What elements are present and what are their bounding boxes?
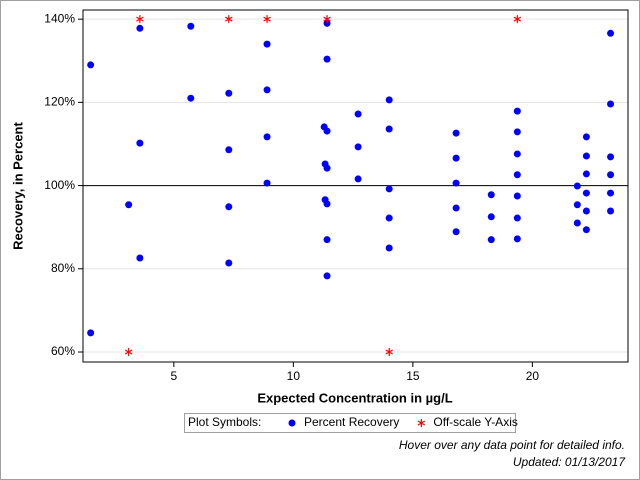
point [187, 22, 195, 30]
star-marker [136, 15, 144, 24]
point [513, 150, 521, 158]
point [263, 40, 271, 48]
point [225, 203, 233, 211]
point [573, 201, 581, 209]
point [452, 129, 460, 137]
point [354, 175, 362, 183]
legend-box [184, 413, 516, 433]
point [607, 189, 615, 197]
star-marker [385, 348, 393, 357]
point [323, 236, 331, 244]
star-marker [263, 15, 271, 24]
point [513, 192, 521, 200]
point [125, 201, 133, 209]
point [513, 128, 521, 136]
star-marker [323, 15, 331, 24]
x-tick-label: 15 [406, 369, 420, 383]
point [323, 19, 331, 27]
point [607, 153, 615, 161]
point [513, 171, 521, 179]
point [323, 200, 331, 208]
star-marker [513, 15, 522, 24]
point [582, 226, 590, 234]
point [225, 259, 233, 267]
point [136, 24, 144, 32]
y-tick-label: 100% [44, 178, 75, 192]
point [582, 170, 590, 178]
point [385, 96, 393, 104]
legend-marker [288, 419, 296, 427]
point [452, 204, 460, 212]
point [487, 236, 495, 244]
point [513, 107, 521, 115]
point [354, 143, 362, 151]
legend-label: Off-scale Y-Axis [433, 415, 517, 429]
y-tick-label: 80% [51, 261, 75, 275]
point [513, 235, 521, 243]
point [607, 207, 615, 215]
y-axis-title: Recovery, in Percent [10, 122, 25, 250]
y-tick-label: 140% [44, 11, 75, 25]
point [225, 146, 233, 154]
point [385, 214, 393, 222]
point [452, 154, 460, 162]
point [263, 179, 271, 187]
legend-marker [417, 419, 426, 427]
x-tick-label: 5 [170, 369, 177, 383]
point [323, 272, 331, 280]
point [323, 127, 331, 135]
point [573, 182, 581, 190]
footnote: Hover over any data point for detailed i… [399, 438, 625, 452]
point [607, 100, 615, 108]
point [582, 189, 590, 197]
footnote: Updated: 01/13/2017 [513, 455, 626, 469]
point [385, 244, 393, 252]
point [354, 110, 362, 118]
point [385, 185, 393, 193]
point [87, 61, 95, 69]
point [607, 29, 615, 37]
x-tick-label: 10 [287, 369, 301, 383]
point [582, 152, 590, 160]
x-tick-label: 20 [526, 369, 540, 383]
star-marker [124, 348, 133, 357]
point [187, 94, 195, 102]
point [607, 171, 615, 179]
point [136, 254, 144, 262]
point [452, 228, 460, 236]
star-marker [225, 15, 233, 24]
point [582, 207, 590, 215]
point [87, 329, 95, 337]
point [225, 89, 233, 97]
y-tick-label: 120% [44, 95, 75, 109]
point [323, 164, 331, 172]
point [263, 86, 271, 94]
x-axis-title: Expected Concentration in µg/L [257, 390, 452, 405]
point [487, 213, 495, 221]
point [452, 179, 460, 187]
legend-title: Plot Symbols: [188, 415, 261, 429]
y-tick-label: 60% [51, 344, 75, 358]
point [385, 125, 393, 133]
point [487, 191, 495, 199]
point [136, 139, 144, 147]
point [573, 219, 581, 227]
point [582, 133, 590, 141]
legend-label: Percent Recovery [304, 415, 399, 429]
point [323, 55, 331, 63]
point [263, 133, 271, 141]
point [513, 214, 521, 222]
